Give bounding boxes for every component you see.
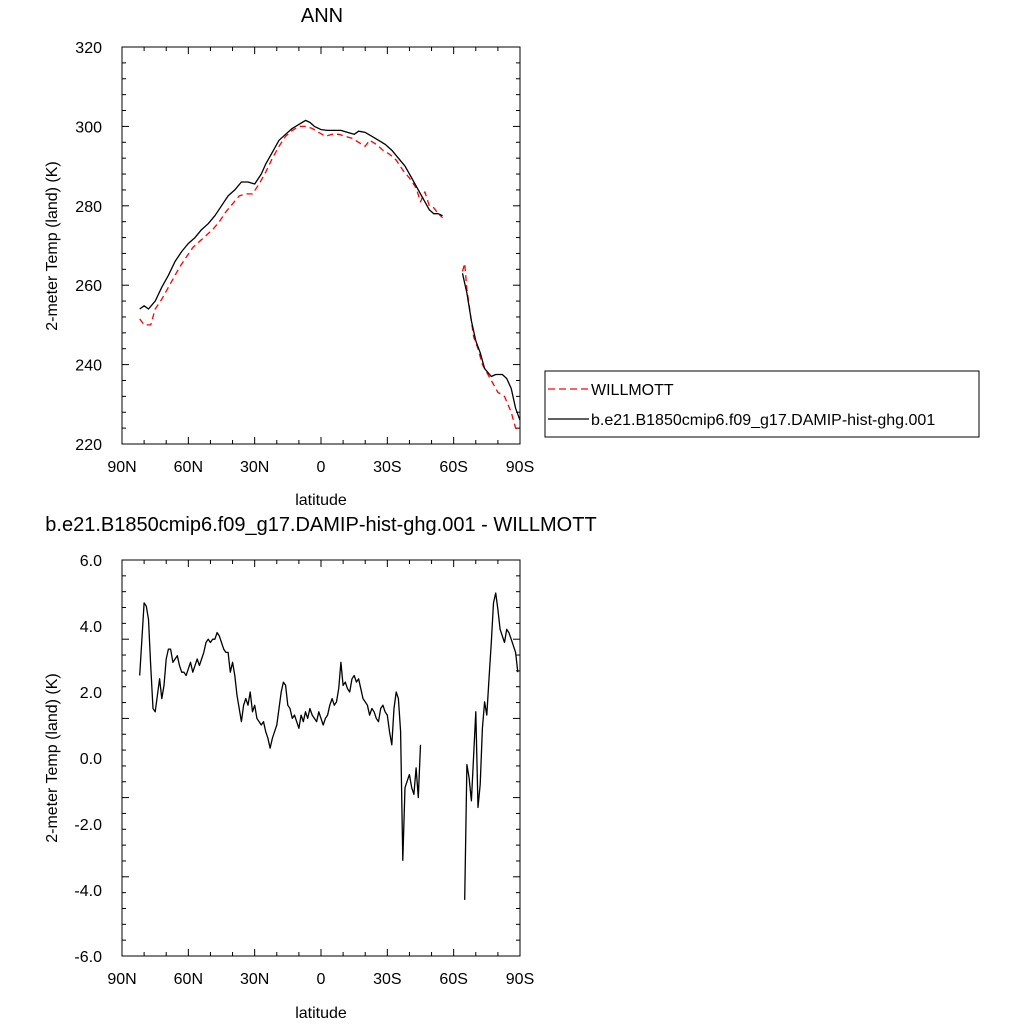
y-tick-label: 300 (75, 119, 102, 136)
difference-series-0-line (139, 602, 422, 861)
x-tick-label: 90S (506, 971, 534, 988)
x-tick-label: 60N (174, 459, 203, 476)
x-tick-label: 90N (107, 971, 136, 988)
y-tick-label: 2.0 (80, 685, 102, 702)
difference-x-axis-label: latitude (295, 1005, 347, 1022)
temperature-series (139, 119, 521, 431)
y-tick-label: 6.0 (80, 553, 102, 570)
temperature-series-0-line (461, 262, 519, 431)
difference-y-axis-label: 2-meter Temp (land) (K) (44, 673, 61, 843)
temperature-series-1-line (139, 119, 443, 310)
y-tick-label: -4.0 (74, 883, 102, 900)
legend-label-model: b.e21.B1850cmip6.f09_g17.DAMIP-hist-ghg.… (591, 412, 935, 429)
y-tick-label: -2.0 (74, 817, 102, 834)
difference-series (139, 592, 519, 900)
difference-axis-ticks: 90N 60N 30N 0 30S 60S 90S -6.0 -4.0 -2.0 0.0 2.0 4.0… (74, 553, 534, 988)
x-tick-label: 60S (439, 459, 467, 476)
temperature-y-axis-label: 2-meter Temp (land) (K) (44, 161, 61, 331)
y-tick-label: -6.0 (74, 949, 102, 966)
x-tick-label: 30S (373, 459, 401, 476)
y-tick-label: 4.0 (80, 619, 102, 636)
x-tick-label: 90S (506, 459, 534, 476)
temperature-chart-title: ANN (301, 5, 343, 27)
temperature-series-1-line (461, 273, 521, 421)
temperature-axis-ticks: 90N 60N 30N 0 30S 60S 90S 220 240 260 280 300 320 (75, 40, 534, 476)
y-tick-label: 220 (75, 437, 102, 454)
legend-box (544, 370, 980, 438)
legend-label-willmott: WILLMOTT (591, 382, 674, 399)
y-tick-label: 320 (75, 40, 102, 57)
x-tick-label: 30N (240, 459, 269, 476)
legend: WILLMOTT b.e21.B1850cmip6.f09_g17.DAMIP-… (544, 370, 980, 438)
x-tick-label: 90N (107, 459, 136, 476)
difference-panel: b.e21.B1850cmip6.f09_g17.DAMIP-hist-ghg.… (44, 514, 597, 1022)
difference-plot-frame (121, 559, 521, 957)
temperature-x-axis-label: latitude (295, 492, 347, 509)
temperature-series-0-line (139, 125, 444, 326)
difference-series-0-line (464, 592, 519, 900)
x-tick-label: 30S (373, 971, 401, 988)
temperature-panel: ANN 90N 60N 30N 0 30S 60S 90S 220 240 260 280 300 32… (44, 5, 534, 509)
x-tick-label: 30N (240, 971, 269, 988)
x-tick-label: 60S (439, 971, 467, 988)
y-tick-label: 280 (75, 199, 102, 216)
y-tick-label: 260 (75, 278, 102, 295)
x-tick-label: 60N (174, 971, 203, 988)
x-tick-label: 0 (317, 459, 326, 476)
difference-chart-title: b.e21.B1850cmip6.f09_g17.DAMIP-hist-ghg.… (45, 514, 596, 536)
y-tick-label: 0.0 (80, 751, 102, 768)
temperature-plot-frame (121, 46, 521, 445)
x-tick-label: 0 (317, 971, 326, 988)
y-tick-label: 240 (75, 358, 102, 375)
